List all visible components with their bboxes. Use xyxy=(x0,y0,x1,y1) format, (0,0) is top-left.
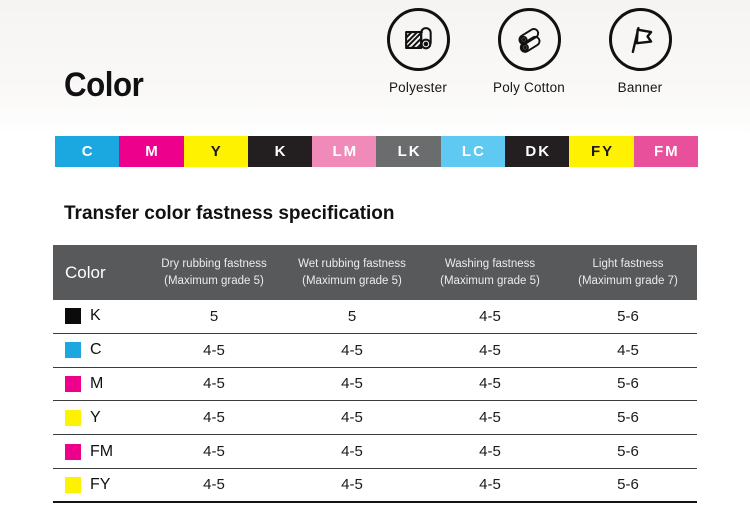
table-header-row: Color Dry rubbing fastness (Maximum grad… xyxy=(53,245,697,300)
media-type-label: Banner xyxy=(617,80,663,95)
page-title: Color xyxy=(64,66,144,104)
media-type-label: Poly Cotton xyxy=(493,80,565,95)
row-color-code: Y xyxy=(90,408,101,426)
column-header-line1: Washing fastness xyxy=(444,258,536,271)
ink-code-label: M xyxy=(145,143,160,160)
column-header-washing: Washing fastness (Maximum grade 5) xyxy=(421,256,559,288)
column-header-line2: (Maximum grade 5) xyxy=(302,274,402,287)
row-color-cell: M xyxy=(53,375,145,393)
ink-code-label: LK xyxy=(397,143,422,160)
column-header-line2: (Maximum grade 5) xyxy=(440,274,540,287)
bar-segment-DK: DK xyxy=(505,136,570,167)
color-swatch xyxy=(65,375,81,392)
fabric-roll-icon xyxy=(399,21,437,59)
row-color-code: M xyxy=(90,374,104,392)
color-swatch xyxy=(65,476,81,493)
flag-icon xyxy=(621,21,659,59)
column-header-line1: Dry rubbing fastness xyxy=(161,258,267,271)
fastness-table: Color Dry rubbing fastness (Maximum grad… xyxy=(53,245,697,503)
row-color-cell: FM xyxy=(53,443,145,461)
row-color-cell: K xyxy=(53,307,145,325)
bar-segment-C: C xyxy=(55,136,120,167)
table-row-Y: Y 4-5 4-5 4-5 5-6 xyxy=(53,401,697,436)
washing-value: 4-5 xyxy=(479,375,501,393)
column-header-line2: (Maximum grade 5) xyxy=(164,274,264,287)
ink-code-label: LC xyxy=(461,143,486,160)
column-header-line1: Wet rubbing fastness xyxy=(298,258,406,271)
column-header-line1: Light fastness xyxy=(592,258,664,271)
table-row-FM: FM 4-5 4-5 4-5 5-6 xyxy=(53,435,697,469)
table-row-K: K 5 5 4-5 5-6 xyxy=(53,300,697,334)
wet-rubbing-value: 4-5 xyxy=(341,443,363,461)
dry-rubbing-value: 4-5 xyxy=(203,375,225,393)
washing-value: 4-5 xyxy=(479,409,501,427)
row-color-code: FY xyxy=(90,475,111,493)
media-type-label: Polyester xyxy=(388,80,448,95)
color-swatch xyxy=(65,342,81,359)
dry-rubbing-value: 4-5 xyxy=(203,443,225,461)
wet-rubbing-value: 4-5 xyxy=(341,341,363,359)
ink-code-label: FM xyxy=(653,143,680,160)
column-header-line2: (Maximum grade 7) xyxy=(578,274,678,287)
bar-segment-FY: FY xyxy=(569,136,634,167)
bar-segment-Y: Y xyxy=(183,136,248,167)
section-heading: Transfer color fastness specification xyxy=(64,203,395,224)
media-item-polyester[interactable]: Polyester xyxy=(366,8,470,95)
bar-segment-LC: LC xyxy=(440,136,506,167)
color-swatch xyxy=(65,308,81,325)
row-color-cell: FY xyxy=(53,476,145,494)
row-color-code: C xyxy=(90,341,102,359)
bar-segment-K: K xyxy=(247,136,313,167)
bar-segment-M: M xyxy=(119,136,184,167)
table-row-C: C 4-5 4-5 4-5 4-5 xyxy=(53,333,697,368)
ink-code-label: C xyxy=(81,143,95,160)
wet-rubbing-value: 4-5 xyxy=(341,375,363,393)
media-type-row: Polyester Poly Cotton Banner xyxy=(366,8,692,95)
light-value: 5-6 xyxy=(617,409,639,427)
washing-value: 4-5 xyxy=(479,476,501,494)
cotton-rolls-icon xyxy=(510,21,548,59)
dry-rubbing-value: 4-5 xyxy=(203,476,225,494)
table-body: K 5 5 4-5 5-6 C 4-5 4-5 4-5 4-5 M 4-5 4-… xyxy=(53,300,697,503)
ink-code-label: LM xyxy=(332,143,359,160)
bar-segment-FM: FM xyxy=(633,136,698,167)
color-swatch xyxy=(65,409,81,426)
row-color-code: FM xyxy=(90,442,114,460)
bar-segment-LM: LM xyxy=(312,136,377,167)
row-color-cell: Y xyxy=(53,409,145,427)
washing-value: 4-5 xyxy=(479,307,501,325)
row-color-code: K xyxy=(90,307,101,325)
media-item-poly-cotton[interactable]: Poly Cotton xyxy=(477,8,581,95)
column-header-light: Light fastness (Maximum grade 7) xyxy=(559,256,697,288)
ink-code-label: FY xyxy=(590,143,615,160)
table-row-M: M 4-5 4-5 4-5 5-6 xyxy=(53,367,697,402)
column-header-color: Color xyxy=(65,262,106,282)
wet-rubbing-value: 4-5 xyxy=(341,476,363,494)
light-value: 5-6 xyxy=(617,476,639,494)
color-swatch xyxy=(65,443,81,460)
light-value: 4-5 xyxy=(617,341,639,359)
column-header-dry-rubbing: Dry rubbing fastness (Maximum grade 5) xyxy=(145,256,283,288)
light-value: 5-6 xyxy=(617,443,639,461)
wet-rubbing-value: 5 xyxy=(347,307,357,325)
table-row-FY: FY 4-5 4-5 4-5 5-6 xyxy=(53,468,697,503)
row-color-cell: C xyxy=(53,341,145,359)
bar-segment-LK: LK xyxy=(376,136,441,167)
washing-value: 4-5 xyxy=(479,341,501,359)
washing-value: 4-5 xyxy=(479,443,501,461)
column-header-wet-rubbing: Wet rubbing fastness (Maximum grade 5) xyxy=(283,256,421,288)
dry-rubbing-value: 5 xyxy=(209,307,219,325)
color-bar: C M Y K LM LK LC DK FY FM xyxy=(55,136,698,167)
ink-code-label: Y xyxy=(210,143,223,160)
ink-code-label: DK xyxy=(525,143,552,160)
wet-rubbing-value: 4-5 xyxy=(341,409,363,427)
ink-code-label: K xyxy=(274,143,288,160)
light-value: 5-6 xyxy=(617,375,639,393)
dry-rubbing-value: 4-5 xyxy=(203,409,225,427)
dry-rubbing-value: 4-5 xyxy=(203,341,225,359)
light-value: 5-6 xyxy=(617,307,639,325)
media-item-banner[interactable]: Banner xyxy=(588,8,692,95)
